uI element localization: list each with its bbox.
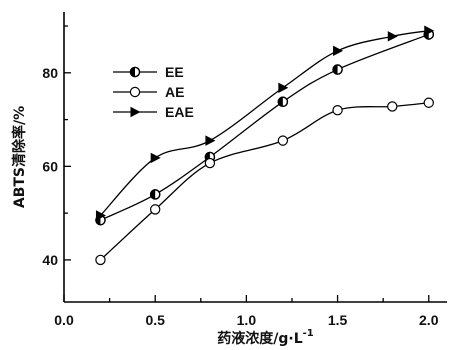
y-axis-title: ABTS清除率/% xyxy=(11,106,28,208)
data-point-ee xyxy=(332,64,343,75)
series-markers xyxy=(95,25,435,266)
series-line-eae xyxy=(100,30,429,216)
legend-label-ae: AE xyxy=(165,84,184,100)
data-point-eae xyxy=(387,31,398,42)
data-point-eae xyxy=(95,210,106,221)
x-tick-label: 1.5 xyxy=(328,312,348,328)
series-line-ae xyxy=(100,102,429,261)
data-point-eae xyxy=(205,135,216,146)
data-point-ae xyxy=(95,254,106,266)
data-point-eae xyxy=(150,152,161,164)
data-point-ae xyxy=(149,204,161,215)
x-tick-label: 0.5 xyxy=(145,312,165,328)
x-tick-label: 1.0 xyxy=(237,312,257,328)
axes: 0.0 0.5 1.0 1.5 2.0 40 60 80 xyxy=(42,12,447,328)
x-tick-label: 2.0 xyxy=(419,312,439,328)
series-line-ee xyxy=(100,33,429,221)
legend: EE AE EAE xyxy=(113,64,194,120)
data-point-eae xyxy=(278,82,289,93)
legend-label-eae: EAE xyxy=(165,104,194,120)
data-point-ae xyxy=(387,101,398,112)
data-point-ee xyxy=(149,189,161,200)
x-axis-title: 药液浓度/g·L-1 xyxy=(217,328,314,347)
y-tick-label: 60 xyxy=(42,158,58,174)
data-point-ae xyxy=(332,105,343,116)
legend-label-ee: EE xyxy=(165,64,184,80)
axis-titles: 药液浓度/g·L-1 ABTS清除率/% xyxy=(11,106,314,347)
x-tick-label: 0.0 xyxy=(54,312,74,328)
data-point-ae xyxy=(204,157,216,169)
legend-marker-eae xyxy=(130,106,141,118)
legend-marker-ae xyxy=(129,86,141,98)
data-point-ae xyxy=(423,97,434,108)
data-point-eae xyxy=(333,45,344,57)
data-point-ae xyxy=(277,135,289,146)
series-lines xyxy=(100,30,429,261)
data-point-eae xyxy=(424,25,435,36)
data-point-ee xyxy=(277,96,289,108)
y-tick-label: 80 xyxy=(42,65,58,81)
legend-marker-ee xyxy=(129,66,141,78)
y-tick-label: 40 xyxy=(42,252,58,268)
